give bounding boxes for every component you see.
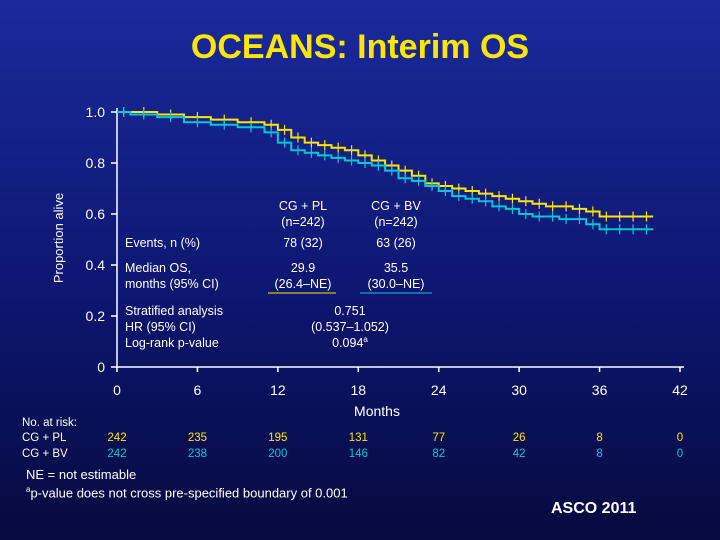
x-tick-label: 42: [672, 382, 688, 398]
table-cell-pl: (26.4–NE): [275, 277, 332, 291]
y-tick-label: 0: [97, 359, 105, 375]
table-cell-pl: 78 (32): [283, 236, 323, 250]
table-row-label: Log-rank p-value: [125, 336, 219, 350]
x-tick-label: 12: [270, 382, 286, 398]
at-risk-value: 0: [677, 448, 683, 460]
table-row-label: Median OS,: [125, 261, 191, 275]
table-cell-combined: (0.537–1.052): [311, 320, 389, 334]
x-tick-label: 36: [592, 382, 608, 398]
table-cell-bv: 35.5: [384, 261, 408, 275]
table-superscript: a: [363, 335, 368, 344]
at-risk-title: No. at risk:: [22, 417, 77, 429]
at-risk-value: 26: [513, 432, 526, 444]
table-header-bv: CG + BV: [371, 199, 421, 213]
y-axis-title: Proportion alive: [51, 193, 66, 283]
at-risk-value: 242: [107, 432, 126, 444]
footnote-pvalue-text: p-value does not cross pre-specified bou…: [30, 485, 348, 501]
y-tick-label: 0.8: [86, 155, 106, 171]
at-risk-table: No. at risk: CG + PL 242 235 195 131 77 26 8 0 CG …: [22, 417, 683, 460]
table-row-label: HR (95% CI): [125, 320, 196, 334]
x-tick-label: 24: [431, 382, 447, 398]
table-cell-combined: 0.094a: [332, 335, 368, 350]
y-tick-label: 0.4: [86, 257, 106, 273]
slide-title: OCEANS: Interim OS: [190, 28, 530, 66]
at-risk-value: 42: [513, 448, 526, 460]
at-risk-value: 77: [432, 432, 445, 444]
at-risk-group-label: CG + PL: [22, 432, 67, 444]
survival-curves: [117, 107, 654, 235]
survival-curve-bv: [117, 111, 654, 231]
source-label: ASCO 2011: [551, 500, 637, 517]
footnote-ne: NE = not estimable: [26, 467, 137, 482]
at-risk-value: 0: [677, 432, 683, 444]
x-tick-label: 18: [350, 382, 366, 398]
footnote-pvalue: ap-value does not cross pre-specified bo…: [26, 485, 348, 500]
y-tick-label: 1.0: [86, 104, 106, 120]
at-risk-value: 131: [349, 432, 368, 444]
table-row-label: Stratified analysis: [125, 304, 223, 318]
table-cell-combined: 0.751: [334, 304, 365, 318]
at-risk-value: 8: [596, 432, 602, 444]
y-tick-label: 0.6: [86, 206, 106, 222]
at-risk-value: 82: [432, 448, 445, 460]
at-risk-value: 242: [107, 448, 126, 460]
at-risk-value: 195: [268, 432, 287, 444]
table-row-label: Events, n (%): [125, 236, 200, 250]
at-risk-value: 235: [188, 432, 207, 444]
at-risk-value: 146: [349, 448, 368, 460]
footnote-superscript: a: [26, 485, 31, 494]
at-risk-value: 200: [268, 448, 287, 460]
at-risk-value: 238: [188, 448, 207, 460]
results-table: CG + PL (n=242) CG + BV (n=242) Events, n (%…: [125, 199, 432, 350]
x-tick-label: 0: [113, 382, 121, 398]
at-risk-value: 8: [596, 448, 602, 460]
at-risk-group-label: CG + BV: [22, 448, 68, 460]
x-tick-label: 6: [194, 382, 202, 398]
table-row-label: months (95% CI): [125, 277, 219, 291]
y-tick-label: 0.2: [86, 308, 106, 324]
table-cell-bv: (30.0–NE): [368, 277, 425, 291]
table-cell-bv: 63 (26): [376, 236, 416, 250]
x-axis-title: Months: [354, 403, 400, 419]
table-header-pl: CG + PL: [279, 199, 327, 213]
table-header-pl: (n=242): [281, 215, 324, 229]
chart-axes: 0 0.2 0.4 0.6 0.8 1.0 0 6 12 18 24 30 36 42 Months Prop…: [51, 104, 688, 419]
x-tick-label: 30: [511, 382, 527, 398]
table-header-bv: (n=242): [374, 215, 417, 229]
table-cell-pl: 29.9: [291, 261, 315, 275]
survival-curve-pl: [117, 111, 654, 218]
